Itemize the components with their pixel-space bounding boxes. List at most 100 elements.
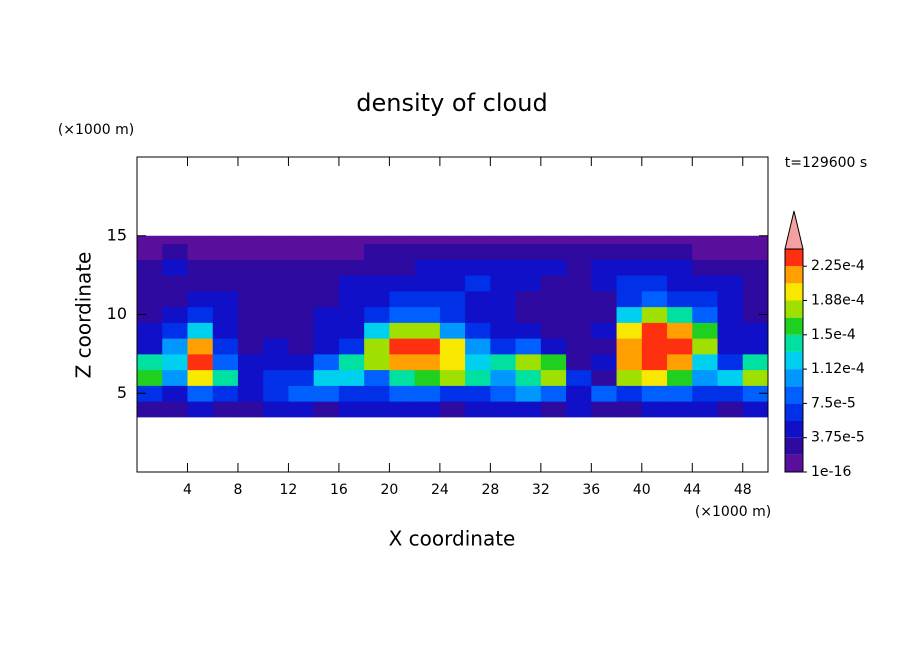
field-cell [591, 235, 618, 245]
y-tick-label: 15 [107, 225, 127, 244]
field-cell [641, 235, 668, 245]
field-cell [641, 290, 668, 308]
field-cell [742, 306, 769, 323]
field-cell [667, 243, 693, 260]
field-cell [667, 385, 693, 402]
field-cell [187, 290, 214, 308]
field-cell [237, 275, 264, 292]
field-cell [490, 306, 517, 323]
field-cell [263, 322, 289, 339]
field-cell [641, 243, 668, 260]
field-cell [667, 353, 693, 371]
field-cell [717, 235, 744, 245]
field-cell [389, 369, 416, 386]
field-cell [389, 235, 416, 245]
colorbar-band [785, 334, 803, 352]
field-cell [162, 306, 188, 323]
field-cell [591, 338, 618, 355]
field-cell [540, 259, 567, 276]
field-cell [667, 338, 693, 355]
field-cell [566, 306, 592, 323]
field-cell [591, 306, 618, 323]
field-cell [515, 259, 542, 276]
field-cell [137, 322, 163, 339]
field-cell [439, 338, 466, 355]
x-tick-label: 8 [233, 482, 242, 498]
field-cell [490, 338, 517, 355]
field-cell [439, 385, 466, 402]
field-cell [162, 290, 188, 308]
field-cell [162, 275, 188, 292]
field-cell [717, 290, 744, 308]
field-cell [364, 322, 390, 339]
field-cell [742, 235, 769, 245]
field-cell [742, 259, 769, 276]
field-cell [465, 243, 491, 260]
field-cell [717, 243, 744, 260]
field-cell [263, 369, 289, 386]
field-cell [641, 275, 668, 292]
field-cell [540, 290, 567, 308]
field-cell [288, 322, 315, 339]
field-cell [540, 401, 567, 418]
field-cell [237, 306, 264, 323]
field-cell [338, 259, 365, 276]
field-cell [566, 259, 592, 276]
field-cell [465, 369, 491, 386]
field-cell [641, 401, 668, 418]
field-cell [414, 401, 441, 418]
field-cell [490, 243, 517, 260]
field-cell [212, 243, 239, 260]
x-tick-label: 16 [330, 482, 348, 498]
field-cell [566, 369, 592, 386]
field-cell [212, 235, 239, 245]
field-cell [439, 235, 466, 245]
field-cell [263, 353, 289, 371]
field-cell [616, 243, 643, 260]
field-cell [717, 259, 744, 276]
field-cell [515, 401, 542, 418]
field-cell [338, 235, 365, 245]
field-cell [616, 369, 643, 386]
field-cell [187, 322, 214, 339]
field-cell [641, 385, 668, 402]
field-cell [667, 306, 693, 323]
x-axis-label: X coordinate [389, 527, 516, 551]
field-cell [515, 290, 542, 308]
field-cell [667, 259, 693, 276]
field-cell [490, 259, 517, 276]
x-unit: (×1000 m) [695, 504, 771, 520]
colorbar-tick-label: 1e-16 [811, 464, 851, 480]
colorbar-tick-label: 1.12e-4 [811, 361, 865, 377]
y-axis-label: Z coordinate [72, 252, 96, 379]
field-cell [616, 338, 643, 355]
field-cell [742, 385, 769, 402]
field-cell [137, 259, 163, 276]
x-tick-label: 36 [582, 482, 600, 498]
field-cell [187, 385, 214, 402]
field-cell [465, 385, 491, 402]
field-cell [742, 369, 769, 386]
field-cell [313, 306, 340, 323]
field-cell [288, 235, 315, 245]
field-cell [540, 235, 567, 245]
field-cell [717, 306, 744, 323]
field-cell [667, 369, 693, 386]
field-cell [515, 306, 542, 323]
field-cell [465, 353, 491, 371]
field-cell [389, 243, 416, 260]
field-cell [389, 401, 416, 418]
field-cell [187, 369, 214, 386]
x-tick-label: 4 [183, 482, 192, 498]
field-cell [237, 369, 264, 386]
field-cell [465, 401, 491, 418]
y-tick-label: 5 [117, 383, 127, 402]
field-cell [692, 290, 719, 308]
field-cell [389, 259, 416, 276]
field-cell [641, 259, 668, 276]
field-cell [465, 259, 491, 276]
field-cell [566, 338, 592, 355]
field-cell [137, 306, 163, 323]
field-cell [515, 243, 542, 260]
colorbar-band [785, 403, 803, 421]
